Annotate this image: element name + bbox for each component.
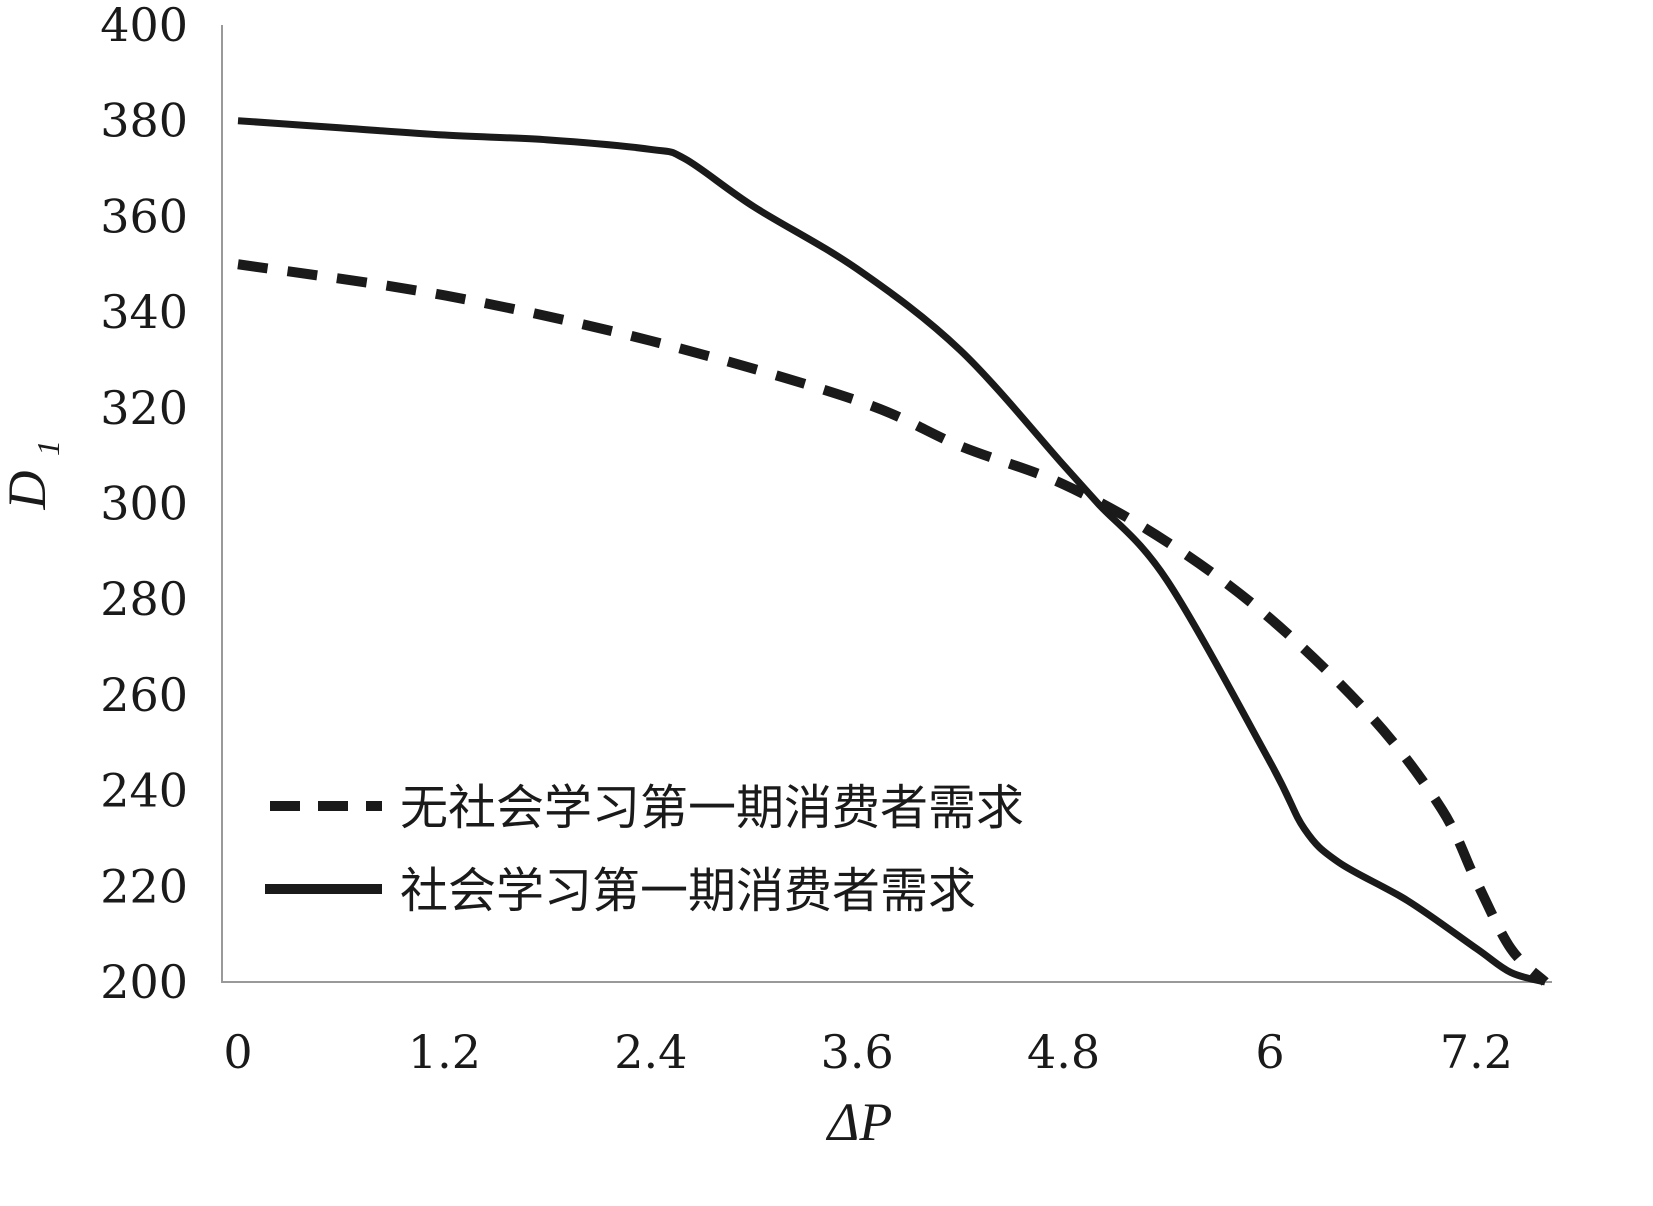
y-tick-label: 400: [100, 0, 188, 52]
x-tick-label: 1.2: [408, 1025, 481, 1079]
series-line-social-learning: [237, 117, 1547, 986]
legend-label-no-social-learning: 无社会学习第一期消费者需求: [400, 780, 1024, 836]
x-tick-label: 3.6: [821, 1025, 894, 1079]
y-tick-label: 200: [100, 955, 188, 1009]
x-tick-label: 2.4: [614, 1025, 687, 1079]
y-axis-label-subscript: 1: [30, 440, 66, 456]
x-tick-label: 7.2: [1440, 1025, 1513, 1079]
y-tick-label: 220: [100, 859, 188, 913]
y-tick-label: 340: [100, 285, 188, 339]
y-tick-label: 280: [100, 572, 188, 626]
y-tick-label: 240: [100, 764, 188, 818]
y-tick-label: 320: [100, 381, 188, 435]
x-axis-label: ΔP: [826, 1092, 893, 1152]
y-tick-label: 300: [100, 477, 188, 531]
y-axis-label: D: [0, 471, 57, 511]
x-tick-label: 4.8: [1027, 1025, 1100, 1079]
legend-label-social-learning: 社会学习第一期消费者需求: [400, 863, 976, 919]
y-tick-label: 260: [100, 668, 188, 722]
x-tick-label: 6: [1255, 1025, 1284, 1079]
y-tick-label: 360: [100, 189, 188, 243]
y-tick-label: 380: [100, 94, 188, 148]
x-tick-label: 0: [223, 1025, 252, 1079]
legend: 无社会学习第一期消费者需求 社会学习第一期消费者需求: [265, 780, 1024, 919]
